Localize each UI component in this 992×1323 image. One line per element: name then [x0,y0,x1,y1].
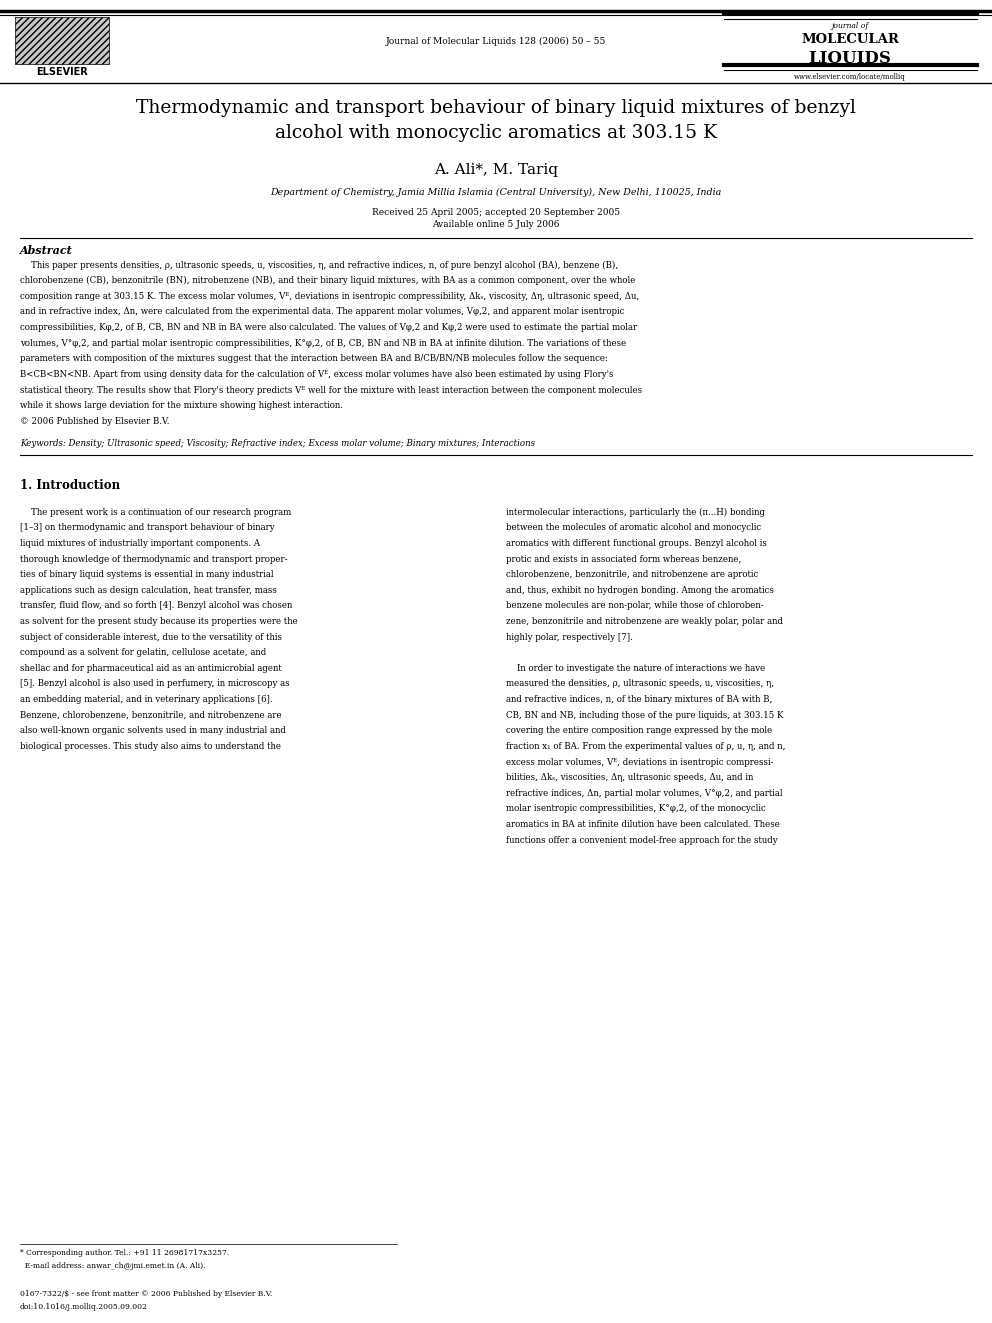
Text: CB, BN and NB, including those of the pure liquids, at 303.15 K: CB, BN and NB, including those of the pu… [506,710,784,720]
Text: and in refractive index, Δn, were calculated from the experimental data. The app: and in refractive index, Δn, were calcul… [20,307,624,316]
Text: This paper presents densities, ρ, ultrasonic speeds, u, viscosities, η, and refr: This paper presents densities, ρ, ultras… [20,261,618,270]
Text: functions offer a convenient model-free approach for the study: functions offer a convenient model-free … [506,836,778,844]
Text: liquid mixtures of industrially important components. A: liquid mixtures of industrially importan… [20,538,260,548]
Text: * Corresponding author. Tel.: +91 11 26981717x3257.: * Corresponding author. Tel.: +91 11 269… [20,1249,229,1257]
Text: protic and exists in associated form whereas benzene,: protic and exists in associated form whe… [506,554,741,564]
Text: excess molar volumes, Vᴱ, deviations in isentropic compressi-: excess molar volumes, Vᴱ, deviations in … [506,758,774,766]
Text: measured the densities, ρ, ultrasonic speeds, u, viscosities, η,: measured the densities, ρ, ultrasonic sp… [506,680,774,688]
Text: Keywords: Density; Ultrasonic speed; Viscosity; Refractive index; Excess molar v: Keywords: Density; Ultrasonic speed; Vis… [20,439,535,448]
Text: as solvent for the present study because its properties were the: as solvent for the present study because… [20,617,298,626]
Text: Department of Chemistry, Jamia Millia Islamia (Central University), New Delhi, 1: Department of Chemistry, Jamia Millia Is… [271,188,721,197]
Text: shellac and for pharmaceutical aid as an antimicrobial agent: shellac and for pharmaceutical aid as an… [20,664,282,673]
Text: Abstract: Abstract [20,245,72,255]
Text: aromatics in BA at infinite dilution have been calculated. These: aromatics in BA at infinite dilution hav… [506,820,780,830]
Text: LIQUIDS: LIQUIDS [808,50,892,67]
Text: bilities, Δkₛ, viscosities, Δη, ultrasonic speeds, Δu, and in: bilities, Δkₛ, viscosities, Δη, ultrason… [506,773,753,782]
Text: statistical theory. The results show that Flory's theory predicts Vᴱ well for th: statistical theory. The results show tha… [20,385,642,394]
Text: The present work is a continuation of our research program: The present work is a continuation of ou… [20,508,291,517]
Text: MOLECULAR: MOLECULAR [802,33,899,46]
Text: B<CB<BN<NB. Apart from using density data for the calculation of Vᴱ, excess mola: B<CB<BN<NB. Apart from using density dat… [20,370,613,378]
Text: compound as a solvent for gelatin, cellulose acetate, and: compound as a solvent for gelatin, cellu… [20,648,266,658]
Text: thorough knowledge of thermodynamic and transport proper-: thorough knowledge of thermodynamic and … [20,554,288,564]
Text: Journal of Molecular Liquids 128 (2006) 50 – 55: Journal of Molecular Liquids 128 (2006) … [386,37,606,46]
Text: Received 25 April 2005; accepted 20 September 2005
Available online 5 July 2006: Received 25 April 2005; accepted 20 Sept… [372,208,620,229]
Text: journal of: journal of [831,22,869,30]
Bar [15,17,109,64]
Text: an embedding material, and in veterinary applications [6].: an embedding material, and in veterinary… [20,695,273,704]
Text: while it shows large deviation for the mixture showing highest interaction.: while it shows large deviation for the m… [20,401,343,410]
Text: Thermodynamic and transport behaviour of binary liquid mixtures of benzyl
alcoho: Thermodynamic and transport behaviour of… [136,99,856,143]
Text: molar isentropic compressibilities, K°φ,2, of the monocyclic: molar isentropic compressibilities, K°φ,… [506,804,766,814]
Text: A. Ali*, M. Tariq: A. Ali*, M. Tariq [434,163,558,177]
Text: subject of considerable interest, due to the versatility of this: subject of considerable interest, due to… [20,632,282,642]
Text: chlorobenzene (CB), benzonitrile (BN), nitrobenzene (NB), and their binary liqui: chlorobenzene (CB), benzonitrile (BN), n… [20,277,635,286]
Text: zene, benzonitrile and nitrobenzene are weakly polar, polar and: zene, benzonitrile and nitrobenzene are … [506,617,783,626]
Text: [5]. Benzyl alcohol is also used in perfumery, in microscopy as: [5]. Benzyl alcohol is also used in perf… [20,680,290,688]
Text: Benzene, chlorobenzene, benzonitrile, and nitrobenzene are: Benzene, chlorobenzene, benzonitrile, an… [20,710,282,720]
Text: highly polar, respectively [7].: highly polar, respectively [7]. [506,632,633,642]
Text: benzene molecules are non-polar, while those of chloroben-: benzene molecules are non-polar, while t… [506,602,764,610]
Text: intermolecular interactions, particularly the (π...H) bonding: intermolecular interactions, particularl… [506,508,765,517]
Text: also well-known organic solvents used in many industrial and: also well-known organic solvents used in… [20,726,286,736]
Text: and, thus, exhibit no hydrogen bonding. Among the aromatics: and, thus, exhibit no hydrogen bonding. … [506,586,774,595]
Text: E-mail address: anwar_ch@jmi.emet.in (A. Ali).: E-mail address: anwar_ch@jmi.emet.in (A.… [20,1262,205,1270]
Text: composition range at 303.15 K. The excess molar volumes, Vᴱ, deviations in isent: composition range at 303.15 K. The exces… [20,292,639,300]
Text: compressibilities, Kφ,2, of B, CB, BN and NB in BA were also calculated. The val: compressibilities, Kφ,2, of B, CB, BN an… [20,323,637,332]
Text: refractive indices, Δn, partial molar volumes, V°φ,2, and partial: refractive indices, Δn, partial molar vo… [506,789,783,798]
Text: covering the entire composition range expressed by the mole: covering the entire composition range ex… [506,726,772,736]
Text: ties of binary liquid systems is essential in many industrial: ties of binary liquid systems is essenti… [20,570,274,579]
Text: doi:10.1016/j.molliq.2005.09.002: doi:10.1016/j.molliq.2005.09.002 [20,1303,148,1311]
Text: [1–3] on thermodynamic and transport behaviour of binary: [1–3] on thermodynamic and transport beh… [20,524,275,532]
Text: aromatics with different functional groups. Benzyl alcohol is: aromatics with different functional grou… [506,538,767,548]
Text: chlorobenzene, benzonitrile, and nitrobenzene are aprotic: chlorobenzene, benzonitrile, and nitrobe… [506,570,758,579]
Text: biological processes. This study also aims to understand the: biological processes. This study also ai… [20,742,281,751]
Text: www.elsevier.com/locate/molliq: www.elsevier.com/locate/molliq [795,73,906,81]
Text: ELSEVIER: ELSEVIER [36,67,87,78]
Text: transfer, fluid flow, and so forth [4]. Benzyl alcohol was chosen: transfer, fluid flow, and so forth [4]. … [20,602,293,610]
Text: applications such as design calculation, heat transfer, mass: applications such as design calculation,… [20,586,277,595]
Text: In order to investigate the nature of interactions we have: In order to investigate the nature of in… [506,664,765,673]
Text: parameters with composition of the mixtures suggest that the interaction between: parameters with composition of the mixtu… [20,355,608,364]
Text: between the molecules of aromatic alcohol and monocyclic: between the molecules of aromatic alcoho… [506,524,761,532]
Text: fraction x₁ of BA. From the experimental values of ρ, u, η, and n,: fraction x₁ of BA. From the experimental… [506,742,786,751]
Text: 0167-7322/$ - see front matter © 2006 Published by Elsevier B.V.: 0167-7322/$ - see front matter © 2006 Pu… [20,1290,272,1298]
Text: and refractive indices, n, of the binary mixtures of BA with B,: and refractive indices, n, of the binary… [506,695,773,704]
Text: 1. Introduction: 1. Introduction [20,479,120,492]
Text: volumes, V°φ,2, and partial molar isentropic compressibilities, K°φ,2, of B, CB,: volumes, V°φ,2, and partial molar isentr… [20,339,626,348]
Text: © 2006 Published by Elsevier B.V.: © 2006 Published by Elsevier B.V. [20,417,170,426]
